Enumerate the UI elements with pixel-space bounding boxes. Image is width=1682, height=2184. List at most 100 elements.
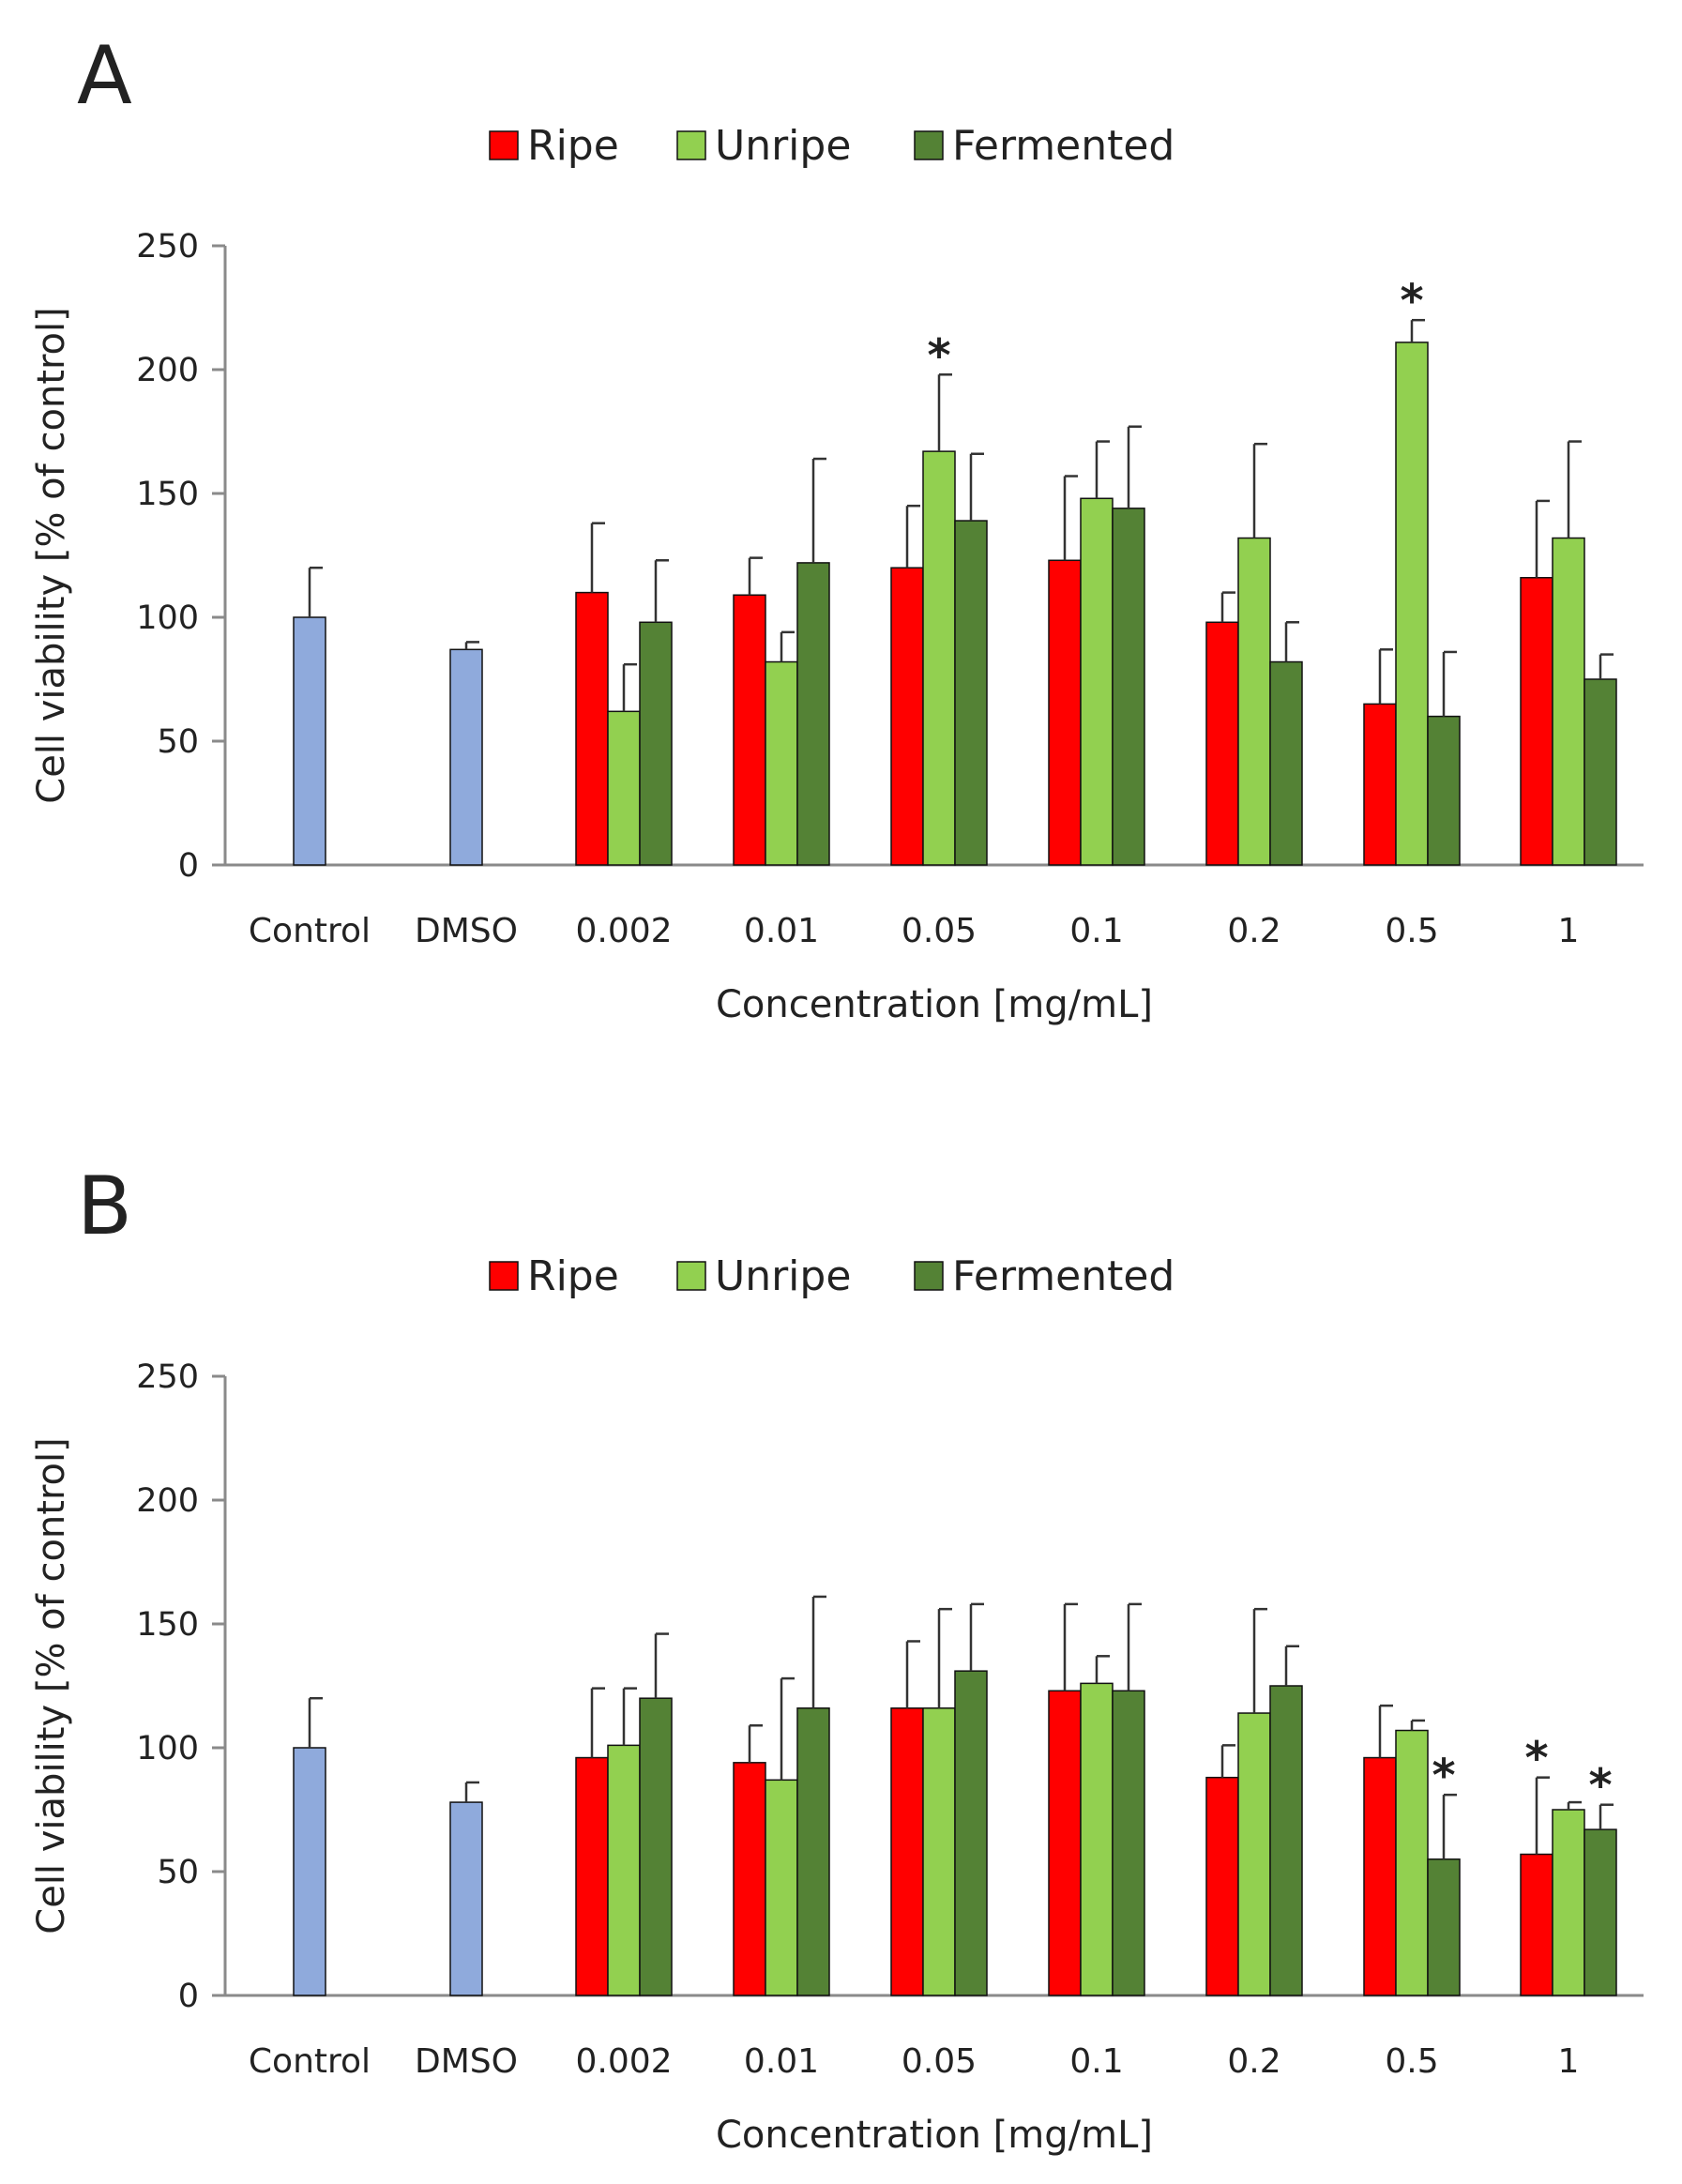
bar-ripe [1520, 577, 1553, 866]
y-axis-title: Cell viability [% of control] [30, 1437, 73, 1934]
bar-unripe [1395, 1729, 1429, 1996]
bar-unripe [1080, 1682, 1114, 1996]
x-tick-label: 0.5 [1385, 2042, 1438, 2081]
y-tick-label: 100 [136, 599, 199, 637]
legend-swatch-fermented [914, 1261, 944, 1291]
legend-label-unripe: Unripe [715, 122, 851, 170]
legend-label-ripe: Ripe [527, 1252, 619, 1300]
x-tick-label: 0.002 [575, 2042, 672, 2081]
bar-unripe [922, 450, 956, 866]
bar-unripe [1237, 1712, 1271, 1996]
bar-fermented [1427, 1858, 1461, 1996]
y-tick-label: 50 [157, 1854, 199, 1891]
bar-fermented [1584, 678, 1617, 866]
legend-label-fermented: Fermented [952, 1252, 1174, 1300]
bar-fermented [1269, 660, 1303, 866]
x-tick-label: 0.05 [902, 2042, 977, 2081]
legend-swatch-ripe [489, 130, 519, 160]
bar-control [293, 1747, 326, 1996]
x-tick-label: Control [249, 912, 371, 950]
significance-marker: * [1524, 1733, 1548, 1785]
panel-label: B [77, 1160, 132, 1253]
bar-ripe [890, 567, 924, 866]
bar-ripe [890, 1707, 924, 1996]
bar-control [293, 616, 326, 866]
bar-fermented [1427, 715, 1461, 866]
bar-ripe [1205, 621, 1239, 866]
x-tick-label: 0.2 [1227, 912, 1280, 950]
legend-label-fermented: Fermented [952, 122, 1174, 170]
x-tick-label: 0.2 [1227, 2042, 1280, 2081]
bar-fermented [639, 1697, 673, 1996]
bar-unripe [607, 710, 641, 866]
panel-label: A [77, 29, 132, 123]
bar-ripe [733, 594, 766, 866]
legend-swatch-unripe [676, 1261, 706, 1291]
significance-marker: * [927, 329, 950, 382]
bar-unripe [1395, 341, 1429, 866]
x-axis-title: Concentration [mg/mL] [716, 983, 1153, 1026]
x-tick-label: 1 [1558, 912, 1580, 950]
x-tick-label: DMSO [415, 2042, 518, 2081]
bar-ripe [733, 1762, 766, 1996]
bar-unripe [765, 1779, 798, 1996]
x-tick-label: DMSO [415, 912, 518, 950]
y-tick-label: 0 [178, 1978, 199, 2015]
bar-ripe [575, 1756, 609, 1996]
y-tick-label: 150 [136, 1606, 199, 1644]
bar-ripe [1363, 703, 1397, 866]
bar-ripe [1520, 1853, 1553, 1996]
y-tick-label: 100 [136, 1730, 199, 1767]
legend-label-ripe: Ripe [527, 122, 619, 170]
significance-marker: * [1432, 1750, 1455, 1802]
bar-dmso [449, 1801, 483, 1996]
bar-fermented [1112, 508, 1145, 866]
bar-unripe [765, 660, 798, 866]
y-tick-label: 0 [178, 847, 199, 885]
bar-unripe [1080, 497, 1114, 866]
bar-ripe [1363, 1756, 1397, 1996]
significance-marker: * [1400, 275, 1423, 327]
x-tick-label: 0.1 [1069, 912, 1123, 950]
bar-ripe [1048, 1690, 1082, 1996]
bar-fermented [1269, 1685, 1303, 1996]
y-tick-label: 250 [136, 228, 199, 265]
y-tick-label: 250 [136, 1358, 199, 1396]
bar-fermented [954, 520, 988, 866]
bar-unripe [1552, 1809, 1585, 1996]
bar-fermented [796, 1707, 830, 1996]
bar-unripe [1237, 537, 1271, 866]
panel-a: A Ripe Unripe Fermented 0 50 100 150 200 250 Cell … [30, 29, 1644, 1026]
bar-fermented [1584, 1828, 1617, 1996]
x-tick-label: 0.01 [744, 2042, 819, 2081]
bar-fermented [954, 1670, 988, 1996]
legend-swatch-unripe [676, 130, 706, 160]
bar-fermented [796, 562, 830, 866]
x-tick-label: 1 [1558, 2042, 1580, 2081]
bar-ripe [575, 591, 609, 866]
bar-unripe [922, 1707, 956, 1996]
x-tick-label: 0.05 [902, 912, 977, 950]
x-tick-label: Control [249, 2042, 371, 2081]
legend-swatch-ripe [489, 1261, 519, 1291]
y-tick-label: 200 [136, 352, 199, 389]
x-tick-label: 0.01 [744, 912, 819, 950]
bar-fermented [639, 621, 673, 866]
y-tick-label: 200 [136, 1482, 199, 1520]
y-axis-title: Cell viability [% of control] [30, 307, 73, 803]
legend-label-unripe: Unripe [715, 1252, 851, 1300]
x-tick-label: 0.5 [1385, 912, 1438, 950]
bar-ripe [1205, 1776, 1239, 1996]
y-tick-label: 50 [157, 723, 199, 761]
x-tick-label: 0.002 [575, 912, 672, 950]
bar-unripe [607, 1744, 641, 1996]
panel-b: B Ripe Unripe Fermented 0 50 100 150 200 250 Cell … [30, 1160, 1644, 2157]
x-axis-title: Concentration [mg/mL] [716, 2114, 1153, 2157]
y-tick-label: 150 [136, 476, 199, 513]
bar-unripe [1552, 537, 1585, 866]
x-tick-label: 0.1 [1069, 2042, 1123, 2081]
significance-marker: * [1588, 1760, 1612, 1812]
legend-swatch-fermented [914, 130, 944, 160]
bar-ripe [1048, 559, 1082, 866]
